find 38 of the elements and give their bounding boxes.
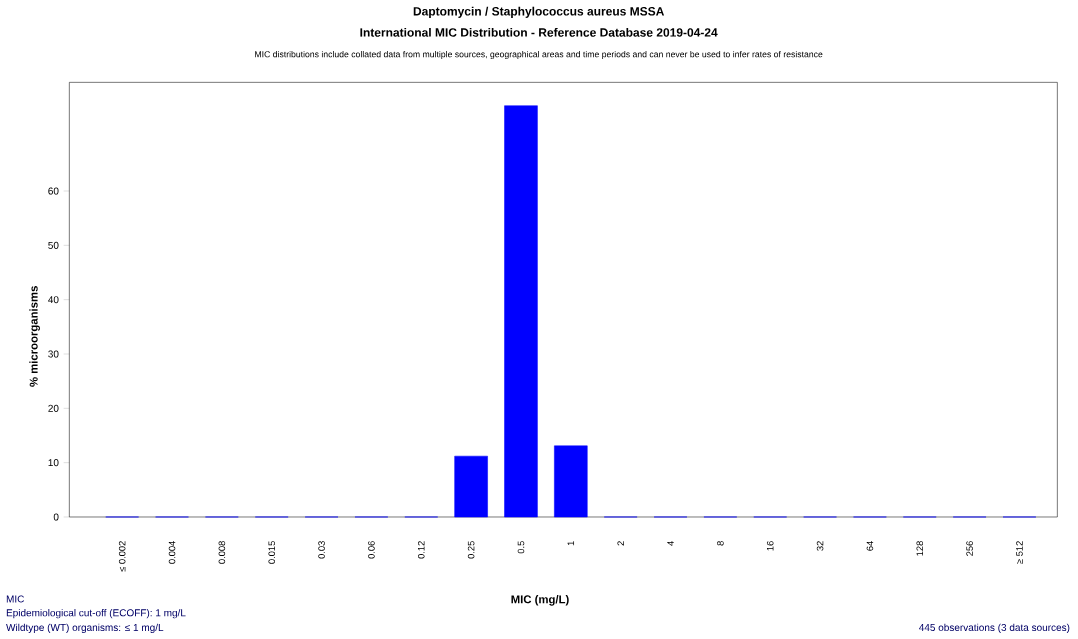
- x-tick-label: 64: [866, 541, 874, 551]
- x-tick-label: 0.004: [168, 541, 176, 564]
- x-tick-label: 0.25: [467, 541, 475, 559]
- x-tick-label: 1: [567, 541, 575, 546]
- x-tick-label: 256: [966, 541, 973, 556]
- x-tick-label: 128: [916, 541, 924, 556]
- bar: [554, 445, 588, 518]
- x-tick-label: 0.03: [318, 541, 325, 559]
- x-tick-label: 2: [617, 541, 624, 546]
- text: MIC: [6, 595, 24, 603]
- y-tick-label: 50: [48, 241, 59, 249]
- text: Epidemiological cut-off (ECOFF): 1 mg/L: [6, 609, 186, 619]
- bar: [454, 455, 488, 518]
- x-tick-label: 0.008: [218, 541, 226, 564]
- x-tick-label: 0.12: [417, 541, 425, 559]
- x-tick-label: 0.015: [268, 541, 276, 564]
- chart-subtitle: International MIC Distribution - Reference Database 2019-04-24: [360, 27, 718, 37]
- chart-title: Daptomycin / Staphylococcus aureus MSSA: [413, 6, 665, 18]
- x-tick-label: 8: [717, 541, 724, 546]
- bar: [504, 105, 538, 518]
- y-tick-label: 10: [48, 459, 59, 467]
- y-tick-label: 0: [53, 513, 59, 521]
- y-tick-label: 60: [48, 187, 59, 195]
- x-tick-label: ≤ 0.002: [118, 541, 126, 572]
- y-axis-title: % microorganisms: [29, 286, 40, 387]
- x-tick-label: 16: [766, 541, 774, 551]
- x-tick-label: 0.06: [368, 541, 375, 559]
- text: Wildtype (WT) organisms: ≤ 1 mg/L: [6, 623, 164, 633]
- text: MIC distributions include collated data from multiple sources, geographical areas and time periods and can never be used to infer rates of resistance: [255, 50, 823, 60]
- x-tick-label: ≥ 512: [1016, 541, 1023, 564]
- text: 445 observations (3 data sources): [919, 623, 1070, 633]
- x-tick-label: 4: [667, 541, 674, 546]
- x-tick-label: 0.5: [517, 541, 525, 554]
- x-axis-title: MIC (mg/L): [511, 595, 569, 606]
- x-tick-label: 32: [816, 541, 824, 551]
- y-tick-label: 40: [48, 296, 59, 304]
- y-tick-label: 30: [48, 350, 59, 358]
- y-tick-label: 20: [48, 404, 59, 412]
